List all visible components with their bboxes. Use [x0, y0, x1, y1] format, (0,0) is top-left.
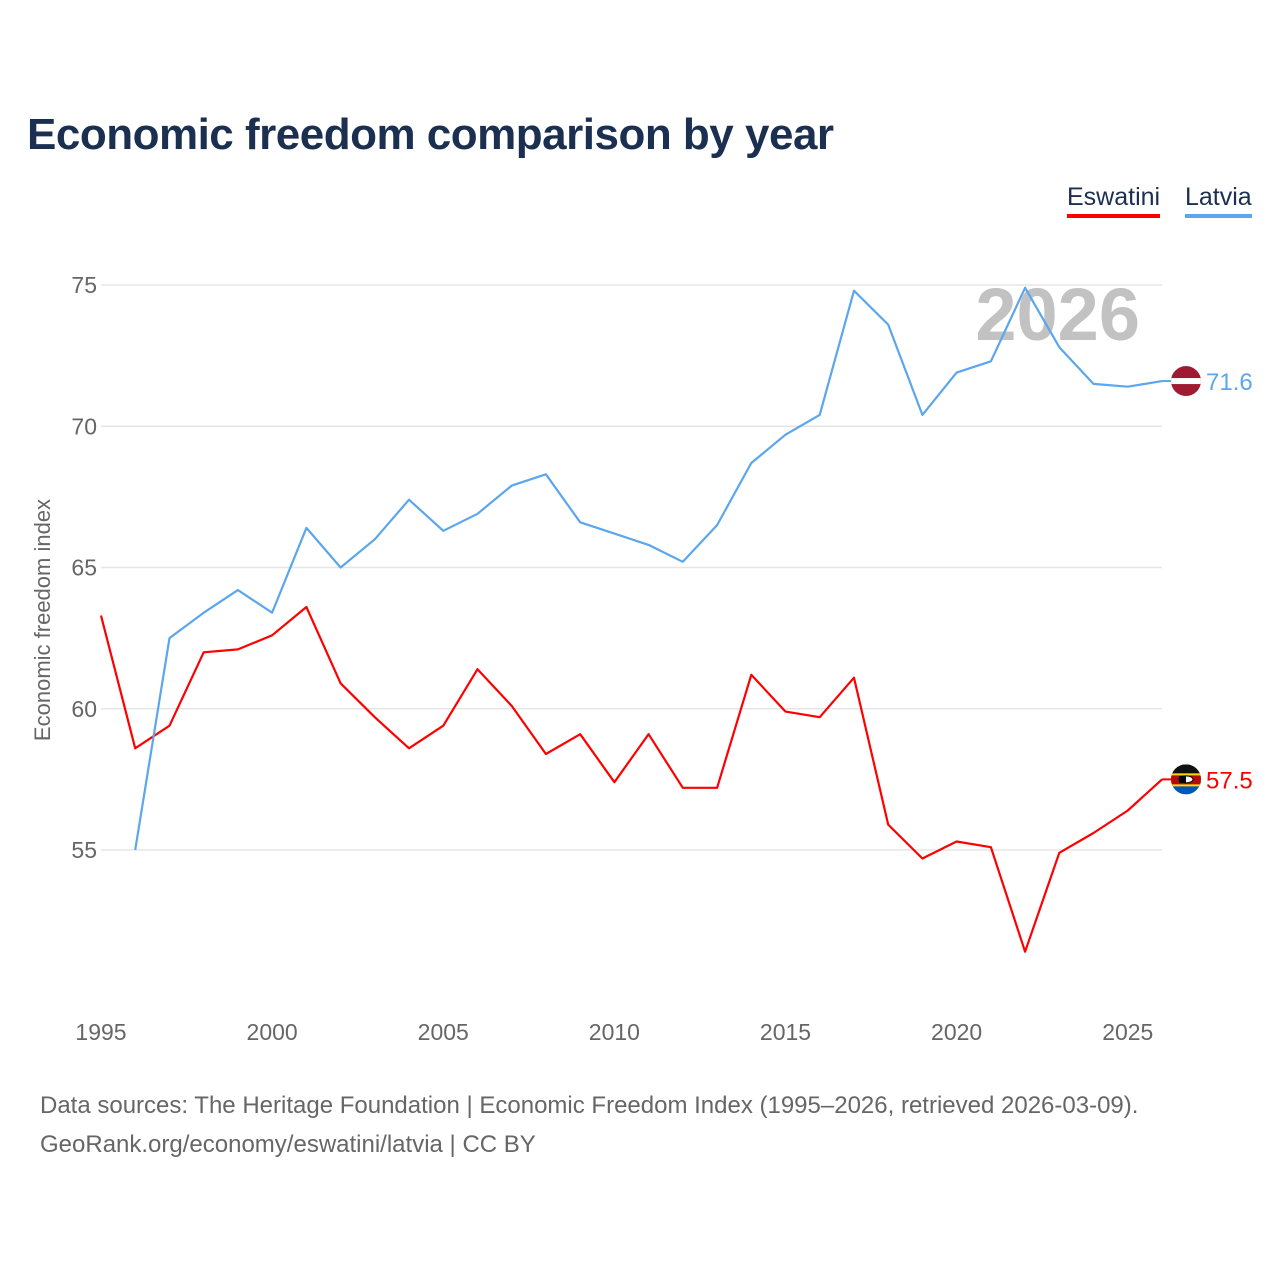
data-point[interactable]	[714, 522, 720, 528]
data-point[interactable]	[303, 525, 309, 531]
data-point[interactable]	[646, 542, 652, 548]
data-point[interactable]	[680, 559, 686, 565]
data-point[interactable]	[338, 680, 344, 686]
data-point[interactable]	[817, 714, 823, 720]
data-point[interactable]	[201, 610, 207, 616]
series-line-latvia[interactable]	[134, 286, 1163, 851]
data-point[interactable]	[748, 460, 754, 466]
data-point[interactable]	[406, 745, 412, 751]
data-point[interactable]	[954, 839, 960, 845]
x-tick-label: 2015	[760, 1019, 811, 1045]
data-point[interactable]	[303, 604, 309, 610]
data-point[interactable]	[1056, 850, 1062, 856]
data-point[interactable]	[611, 779, 617, 785]
eswatini-flag-icon	[1171, 764, 1201, 795]
data-point[interactable]	[1091, 830, 1097, 836]
flag-stripe	[1171, 378, 1201, 385]
watermark-year: 2026	[975, 273, 1140, 356]
data-point[interactable]	[714, 785, 720, 791]
x-tick-label: 1995	[75, 1019, 126, 1045]
chart-title: Economic freedom comparison by year	[27, 110, 834, 159]
data-point[interactable]	[166, 635, 172, 641]
x-tick-label: 2020	[931, 1019, 982, 1045]
x-tick-label: 2000	[247, 1019, 298, 1045]
series-line-eswatini[interactable]	[99, 605, 1163, 953]
flag-body	[1171, 366, 1201, 397]
x-tick-label: 2005	[418, 1019, 469, 1045]
y-tick-label: 55	[71, 837, 97, 863]
x-tick-label: 2010	[589, 1019, 640, 1045]
end-value-label: 71.6	[1206, 369, 1253, 396]
data-point[interactable]	[1022, 949, 1028, 955]
data-point[interactable]	[235, 646, 241, 652]
data-point[interactable]	[851, 675, 857, 681]
data-point[interactable]	[988, 844, 994, 850]
data-point[interactable]	[611, 531, 617, 537]
data-point[interactable]	[577, 731, 583, 737]
data-point[interactable]	[954, 370, 960, 376]
data-point[interactable]	[509, 483, 515, 489]
data-point[interactable]	[440, 528, 446, 534]
legend-eswatini[interactable]: Eswatini	[1067, 183, 1161, 218]
data-point[interactable]	[646, 731, 652, 737]
footer-sources: Data sources: The Heritage Foundation | …	[40, 1092, 1139, 1119]
data-point[interactable]	[338, 565, 344, 571]
data-point[interactable]	[132, 745, 138, 751]
data-point[interactable]	[235, 587, 241, 593]
data-point[interactable]	[919, 855, 925, 861]
data-point[interactable]	[988, 358, 994, 364]
data-point[interactable]	[201, 649, 207, 655]
data-point[interactable]	[98, 613, 104, 619]
data-point[interactable]	[851, 288, 857, 294]
data-point[interactable]	[1091, 381, 1097, 387]
latvia-flag-icon	[1171, 366, 1201, 397]
data-point[interactable]	[269, 610, 275, 616]
flag-stripe	[1171, 764, 1201, 774]
data-point[interactable]	[817, 412, 823, 418]
data-point[interactable]	[783, 709, 789, 715]
data-point[interactable]	[885, 322, 891, 328]
data-point[interactable]	[885, 822, 891, 828]
data-point[interactable]	[680, 785, 686, 791]
data-point[interactable]	[1125, 384, 1131, 390]
data-point[interactable]	[132, 847, 138, 853]
x-tick-label: 2025	[1102, 1019, 1153, 1045]
data-point[interactable]	[543, 751, 549, 757]
legend-latvia[interactable]: Latvia	[1185, 183, 1252, 218]
y-tick-label: 75	[71, 272, 97, 298]
data-point[interactable]	[406, 497, 412, 503]
data-point[interactable]	[1125, 807, 1131, 813]
y-tick-label: 65	[71, 555, 97, 581]
data-point[interactable]	[748, 672, 754, 678]
footer-link[interactable]: GeoRank.org/economy/eswatini/latvia | CC…	[40, 1131, 536, 1158]
data-point[interactable]	[372, 714, 378, 720]
data-point[interactable]	[474, 511, 480, 517]
data-point[interactable]	[269, 632, 275, 638]
data-point[interactable]	[1056, 344, 1062, 350]
flag-body	[1171, 764, 1201, 795]
y-tick-label: 60	[71, 696, 97, 722]
data-point[interactable]	[783, 432, 789, 438]
data-point[interactable]	[1022, 285, 1028, 291]
data-point[interactable]	[474, 666, 480, 672]
data-point[interactable]	[577, 519, 583, 525]
data-point[interactable]	[919, 412, 925, 418]
y-tick-label: 70	[71, 413, 97, 439]
flag-shield-half	[1179, 775, 1186, 783]
data-point[interactable]	[166, 723, 172, 729]
data-point[interactable]	[440, 723, 446, 729]
y-axis-label: Economic freedom index	[30, 499, 55, 741]
end-value-label: 57.5	[1206, 767, 1253, 794]
data-point[interactable]	[509, 703, 515, 709]
data-point[interactable]	[543, 471, 549, 477]
data-point[interactable]	[372, 536, 378, 542]
